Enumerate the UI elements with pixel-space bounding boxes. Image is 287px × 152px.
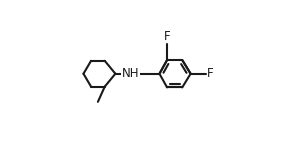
Text: F: F [207,67,214,80]
Text: NH: NH [122,67,139,80]
Text: F: F [164,29,170,43]
